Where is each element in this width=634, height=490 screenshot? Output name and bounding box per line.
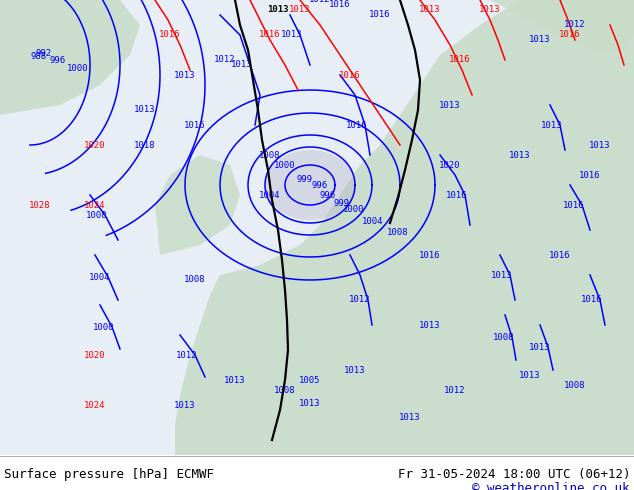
Text: 1012: 1012: [444, 386, 466, 394]
Text: Surface pressure [hPa] ECMWF: Surface pressure [hPa] ECMWF: [4, 468, 214, 481]
Text: 1013: 1013: [299, 398, 321, 408]
Text: 1000: 1000: [275, 161, 295, 170]
Ellipse shape: [265, 150, 355, 220]
Text: 988: 988: [31, 52, 47, 62]
Polygon shape: [175, 0, 634, 455]
Text: 1020: 1020: [439, 161, 461, 170]
Text: 1016: 1016: [259, 30, 281, 40]
Text: 1012: 1012: [214, 55, 236, 65]
Text: 1016: 1016: [581, 295, 603, 304]
Text: 1016: 1016: [346, 121, 368, 129]
Text: © weatheronline.co.uk: © weatheronline.co.uk: [472, 482, 630, 490]
Text: 1028: 1028: [29, 200, 51, 210]
Text: 1008: 1008: [387, 228, 408, 237]
Text: 1013: 1013: [224, 375, 246, 385]
Text: 1016: 1016: [446, 191, 468, 199]
Text: 1016: 1016: [450, 55, 471, 65]
Text: 1016: 1016: [563, 200, 585, 210]
Text: 1004: 1004: [89, 272, 111, 281]
Text: 1013: 1013: [268, 5, 288, 15]
Text: 999: 999: [297, 175, 313, 185]
Text: 1004: 1004: [362, 217, 384, 225]
Text: 1020: 1020: [84, 141, 106, 149]
Text: 1013: 1013: [281, 30, 303, 40]
Text: 1012: 1012: [349, 295, 371, 304]
Text: Fr 31-05-2024 18:00 UTC (06+12): Fr 31-05-2024 18:00 UTC (06+12): [398, 468, 630, 481]
Polygon shape: [0, 0, 140, 115]
Text: 1008: 1008: [184, 275, 206, 285]
Text: 1016: 1016: [329, 0, 351, 9]
Text: 1016: 1016: [419, 250, 441, 260]
Text: 1000: 1000: [93, 322, 115, 332]
Text: 1013: 1013: [419, 320, 441, 329]
Text: 1016: 1016: [369, 10, 391, 20]
Text: 1008: 1008: [493, 333, 515, 342]
Text: 1013: 1013: [174, 71, 196, 79]
Text: 1012: 1012: [309, 0, 331, 4]
Text: 1018: 1018: [134, 141, 156, 149]
Text: 1004: 1004: [259, 191, 281, 199]
Text: 1013: 1013: [541, 121, 563, 129]
Text: 1008: 1008: [275, 386, 295, 394]
Text: 1013: 1013: [231, 60, 253, 70]
Text: 1013: 1013: [399, 413, 421, 421]
Text: 1013: 1013: [289, 5, 311, 15]
Text: 996: 996: [50, 56, 66, 66]
Text: 1024: 1024: [84, 400, 106, 410]
Text: 1013: 1013: [529, 35, 551, 45]
Text: 1013: 1013: [519, 370, 541, 379]
Text: 1024: 1024: [84, 200, 106, 210]
Text: 1000: 1000: [67, 65, 88, 74]
Text: 1013: 1013: [419, 5, 441, 15]
Text: 1020: 1020: [84, 350, 106, 360]
Text: 1008: 1008: [86, 211, 108, 220]
Text: 1013: 1013: [491, 270, 513, 279]
Text: 1013: 1013: [509, 150, 531, 160]
Text: 1013: 1013: [134, 105, 156, 115]
Text: 1013: 1013: [479, 5, 501, 15]
Polygon shape: [155, 155, 240, 255]
Text: 1013: 1013: [529, 343, 551, 351]
Text: 1013: 1013: [439, 100, 461, 109]
Text: 992: 992: [36, 49, 51, 58]
Text: 1005: 1005: [299, 375, 321, 385]
Text: 999: 999: [333, 199, 349, 209]
Text: 1012: 1012: [176, 350, 198, 360]
Text: 996: 996: [312, 180, 328, 190]
Text: 1008: 1008: [564, 381, 586, 390]
Text: 1016: 1016: [579, 171, 601, 179]
Text: 1016: 1016: [549, 250, 571, 260]
Text: 1013: 1013: [344, 366, 366, 374]
Text: 1000: 1000: [342, 205, 364, 215]
Text: 1016: 1016: [159, 30, 181, 40]
Text: 1016: 1016: [184, 121, 206, 129]
Text: 1016: 1016: [559, 30, 581, 40]
Text: 1013: 1013: [174, 400, 196, 410]
Text: 1016: 1016: [339, 71, 361, 79]
Text: 1008: 1008: [259, 150, 281, 160]
Text: 1013: 1013: [589, 141, 611, 149]
Polygon shape: [490, 0, 634, 55]
Text: 996: 996: [320, 191, 335, 199]
Text: 1012: 1012: [564, 21, 586, 29]
